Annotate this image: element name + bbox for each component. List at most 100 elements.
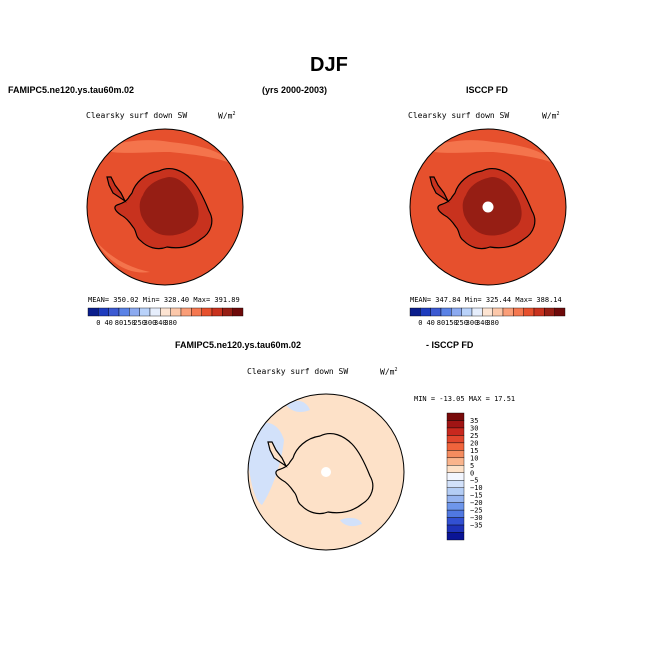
diff-case-label: FAMIPC5.ne120.ys.tau60m.02 xyxy=(175,340,302,350)
map-boundary-model xyxy=(86,128,244,286)
page-title: DJF xyxy=(310,54,348,76)
colorbar-swatch xyxy=(492,307,504,317)
colorbar-swatch xyxy=(446,524,465,533)
panel3-field-label: Clearsky surf down SW xyxy=(247,367,349,376)
colorbar-tick-label: 340 xyxy=(154,319,167,327)
panel2-units: W/m2 xyxy=(542,111,560,121)
colorbar-swatch xyxy=(180,307,192,317)
colorbar-swatch xyxy=(502,307,514,317)
colorbar-swatch xyxy=(513,307,524,317)
map-panel-model xyxy=(87,129,243,285)
pole-missing-marker xyxy=(482,201,494,213)
colorbar-tick-label: 5 xyxy=(470,462,474,470)
map-panel-obs xyxy=(410,129,566,285)
colorbar-tick-label: 380 xyxy=(164,319,177,327)
colorbar-tick-label: 300 xyxy=(144,319,157,327)
colorbar-swatch xyxy=(446,450,465,459)
colorbar-swatch xyxy=(170,307,182,317)
colorbar-swatch xyxy=(446,509,465,518)
colorbar-tick-label: 10 xyxy=(470,454,478,462)
panel2-field-label: Clearsky surf down SW xyxy=(408,111,510,120)
colorbar-tick-label: −25 xyxy=(470,507,483,515)
colorbar-tick-label: 250 xyxy=(133,319,146,327)
panel1-stats: MEAN= 350.02 Min= 328.40 Max= 391.89 xyxy=(88,296,240,304)
colorbar-tick-label: −15 xyxy=(470,492,483,500)
case-label: FAMIPC5.ne120.ys.tau60m.02 xyxy=(8,85,135,95)
colorbar-swatch xyxy=(446,472,465,481)
colorbar-tick-label: 80 xyxy=(115,319,123,327)
colorbar-swatch xyxy=(430,307,442,317)
colorbar-swatch xyxy=(446,427,465,436)
colorbar-tick-label: 35 xyxy=(470,417,478,425)
colorbar-tick-label: 20 xyxy=(470,439,478,447)
colorbar-swatch xyxy=(87,307,99,317)
colorbar-swatch xyxy=(471,307,483,317)
colorbar-swatch xyxy=(446,442,465,451)
colorbar-swatch xyxy=(446,487,465,496)
colorbar-tick-label: 0 xyxy=(470,469,474,477)
colorbar-swatch xyxy=(129,307,140,317)
colorbar-swatch xyxy=(446,457,465,466)
obs-label: ISCCP FD xyxy=(466,85,508,95)
colorbar-tick-label: 30 xyxy=(470,424,478,432)
colorbar-tick-label: 0 xyxy=(418,319,422,327)
colorbar-swatch xyxy=(139,307,151,317)
diff-obs-label: - ISCCP FD xyxy=(426,340,474,350)
pole-missing-marker xyxy=(321,467,331,477)
colorbar-swatch xyxy=(446,420,465,429)
colorbar-swatch xyxy=(440,307,452,317)
colorbar-swatch xyxy=(533,307,545,317)
colorbar-swatch xyxy=(482,307,493,317)
colorbar-tick-label: 40 xyxy=(104,319,112,327)
panel1-units: W/m2 xyxy=(218,111,236,121)
panel1-field-label: Clearsky surf down SW xyxy=(86,111,188,120)
colorbar-swatch xyxy=(446,517,465,526)
colorbar-tick-label: −30 xyxy=(470,514,483,522)
colorbar-tick-label: 0 xyxy=(96,319,100,327)
colorbar-swatch xyxy=(409,307,421,317)
panel2-stats: MEAN= 347.84 Min= 325.44 Max= 388.14 xyxy=(410,296,562,304)
years-label: (yrs 2000-2003) xyxy=(262,85,328,95)
colorbar-swatch xyxy=(554,307,566,317)
colorbar-swatch xyxy=(222,307,233,317)
colorbar-swatch xyxy=(211,307,223,317)
colorbar-tick-label: 300 xyxy=(466,319,479,327)
colorbar-swatch xyxy=(446,435,465,444)
colorbar-swatch xyxy=(523,307,535,317)
colorbar-swatch xyxy=(446,465,465,473)
colorbar-tick-label: 80 xyxy=(437,319,445,327)
colorbar-tick-label: −35 xyxy=(470,522,483,530)
colorbar-swatch xyxy=(446,412,465,421)
colorbar-tick-label: 380 xyxy=(486,319,499,327)
colorbar-swatch xyxy=(446,480,465,488)
colorbar-swatch xyxy=(191,307,202,317)
colorbar-tick-label: 15 xyxy=(470,447,478,455)
colorbar-swatch xyxy=(446,502,465,511)
colorbar-tick-label: 250 xyxy=(455,319,468,327)
colorbar-swatch xyxy=(461,307,473,317)
colorbar-tick-label: 25 xyxy=(470,432,478,440)
colorbar-swatch xyxy=(451,307,462,317)
colorbar-swatch xyxy=(420,307,431,317)
map-panel-diff xyxy=(248,394,404,550)
colorbar-swatch xyxy=(232,307,244,317)
colorbar-tick-label: −20 xyxy=(470,499,483,507)
panel3-units: W/m2 xyxy=(380,367,398,377)
colorbar-swatch xyxy=(446,532,465,541)
colorbar-swatch xyxy=(108,307,120,317)
colorbar-tick-label: −10 xyxy=(470,484,483,492)
colorbar-swatch xyxy=(201,307,213,317)
colorbar-swatch xyxy=(149,307,161,317)
colorbar-tick-label: 150 xyxy=(445,319,458,327)
colorbar-tick-label: −5 xyxy=(470,477,478,485)
colorbar-tick-label: 150 xyxy=(123,319,136,327)
colorbar-tick-label: 40 xyxy=(426,319,434,327)
colorbar-tick-label: 340 xyxy=(476,319,489,327)
colorbar-swatch xyxy=(446,494,465,503)
map-boundary-diff xyxy=(247,393,405,551)
colorbar-swatch xyxy=(98,307,109,317)
